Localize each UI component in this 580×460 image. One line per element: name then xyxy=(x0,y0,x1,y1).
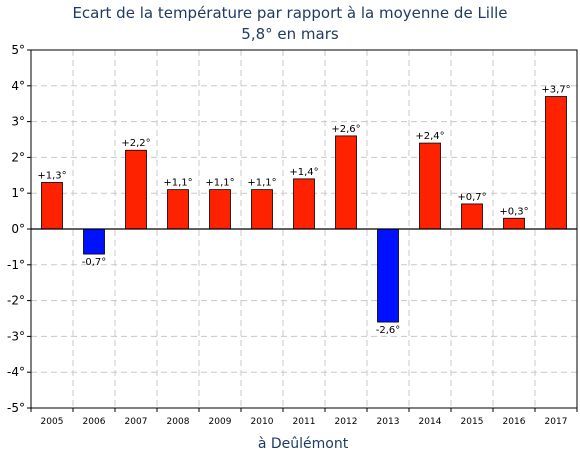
data-label-2014: +2,4° xyxy=(415,131,444,142)
x-tick-label: 2008 xyxy=(167,417,190,427)
y-tick-label: -3° xyxy=(7,329,25,343)
data-label-2011: +1,4° xyxy=(289,167,318,178)
bar-2012 xyxy=(335,135,357,230)
chart-subtitle: 5,8° en mars xyxy=(241,25,339,43)
bar-2015 xyxy=(461,203,483,230)
data-label-2005: +1,3° xyxy=(37,170,66,181)
bar-2011 xyxy=(293,178,315,230)
x-tick-label: 2013 xyxy=(377,417,400,427)
bar-2008 xyxy=(167,189,189,230)
y-tick-label: 3° xyxy=(11,115,25,129)
x-tick-label: 2006 xyxy=(83,417,106,427)
bar-2014 xyxy=(419,142,441,230)
bar-2016 xyxy=(503,217,525,230)
x-tick-label: 2014 xyxy=(419,417,442,427)
data-label-2006: -0,7° xyxy=(82,257,107,268)
bar-2017 xyxy=(545,96,567,230)
data-label-2007: +2,2° xyxy=(121,138,150,149)
bar-2009 xyxy=(209,189,231,230)
y-tick-label: -4° xyxy=(7,365,25,379)
x-tick-label: 2005 xyxy=(41,417,64,427)
x-axis-label: à Deûlémont xyxy=(258,436,349,452)
axes: 5° 4° 3° 2° 1° 0° -1° -2° -3° -4° -5° 2005 2006 2007 2… xyxy=(7,43,578,427)
data-label-2016: +0,3° xyxy=(499,206,528,217)
y-tick-label: -1° xyxy=(7,258,25,272)
y-tick-label: -5° xyxy=(7,401,25,415)
x-tick-label: 2017 xyxy=(545,417,568,427)
bar-2006 xyxy=(83,228,105,255)
y-tick-label: 1° xyxy=(11,186,25,200)
chart-title: Ecart de la température par rapport à la… xyxy=(72,4,507,22)
data-label-2008: +1,1° xyxy=(163,178,192,189)
x-tick-label: 2010 xyxy=(251,417,274,427)
bar-2010 xyxy=(251,189,273,230)
y-tick-label: 0° xyxy=(11,222,25,236)
data-label-2012: +2,6° xyxy=(331,124,360,135)
data-labels: +1,3° -0,7° +2,2° +1,1° +1,1° +1,1° +1,4° +2,6°… xyxy=(37,85,570,337)
x-tick-label: 2007 xyxy=(125,417,148,427)
data-label-2013: -2,6° xyxy=(376,325,401,336)
y-tick-label: 4° xyxy=(11,79,25,93)
y-tick-label: 2° xyxy=(11,150,25,164)
bars xyxy=(41,96,567,323)
x-tick-label: 2009 xyxy=(209,417,232,427)
y-tick-label: -2° xyxy=(7,294,25,308)
x-tick-label: 2015 xyxy=(461,417,484,427)
data-label-2010: +1,1° xyxy=(247,178,276,189)
x-tick-label: 2011 xyxy=(293,417,316,427)
data-label-2017: +3,7° xyxy=(541,85,570,96)
data-label-2015: +0,7° xyxy=(457,192,486,203)
data-label-2009: +1,1° xyxy=(205,178,234,189)
x-tick-label: 2012 xyxy=(335,417,358,427)
y-tick-label: 5° xyxy=(11,43,25,57)
x-tick-label: 2016 xyxy=(503,417,526,427)
bar-2013 xyxy=(377,228,399,323)
bar-2005 xyxy=(41,182,63,230)
bar-2007 xyxy=(125,149,147,230)
